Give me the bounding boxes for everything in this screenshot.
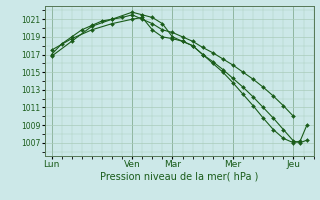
X-axis label: Pression niveau de la mer( hPa ): Pression niveau de la mer( hPa ) (100, 172, 258, 182)
